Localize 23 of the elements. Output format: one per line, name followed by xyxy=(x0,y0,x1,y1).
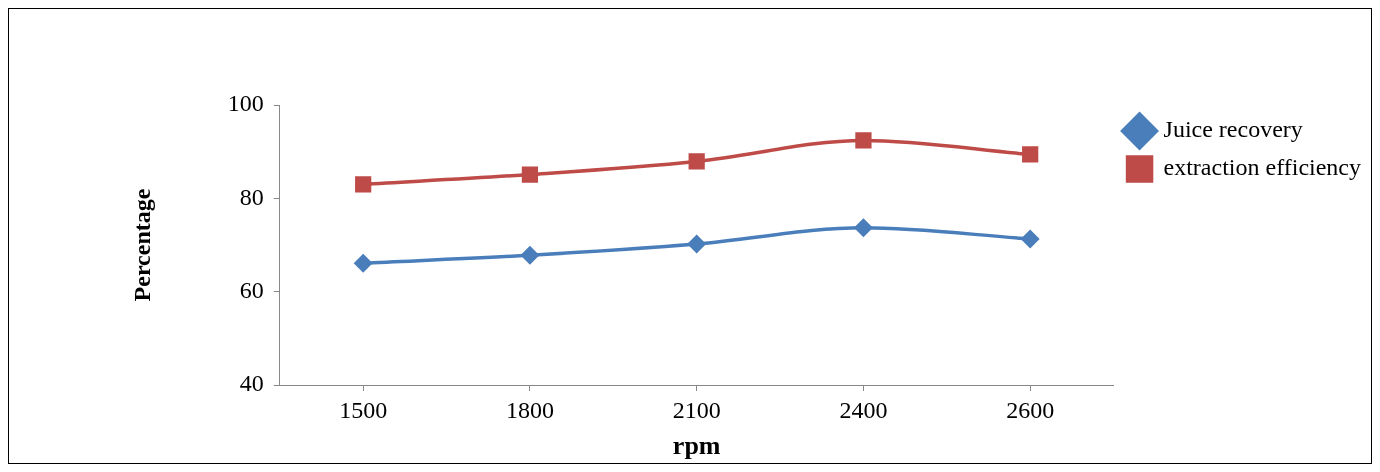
point xyxy=(1022,146,1039,163)
y-tick-label: 40 xyxy=(239,370,264,397)
x-tick-label: 2100 xyxy=(672,396,721,423)
point xyxy=(521,246,539,265)
x-axis-title: rpm xyxy=(672,431,721,461)
x-tick-label: 1500 xyxy=(339,396,388,423)
x-tick-label: 2600 xyxy=(1006,396,1055,423)
point xyxy=(855,132,872,149)
point xyxy=(354,254,372,272)
point xyxy=(521,166,539,183)
y-tick-label: 100 xyxy=(227,90,264,117)
y-tick-label: 80 xyxy=(239,183,264,210)
point xyxy=(687,235,706,253)
point xyxy=(1021,230,1039,248)
x-tick-label: 2400 xyxy=(839,396,888,423)
point xyxy=(854,218,873,237)
legend-label: extraction efficiency xyxy=(1163,154,1361,181)
point xyxy=(688,153,705,170)
legend-label: Juice recovery xyxy=(1163,116,1303,143)
point xyxy=(355,176,372,193)
y-axis-title: Percentage xyxy=(128,188,155,302)
x-tick-label: 1800 xyxy=(505,396,554,423)
y-tick-label: 60 xyxy=(239,276,264,303)
